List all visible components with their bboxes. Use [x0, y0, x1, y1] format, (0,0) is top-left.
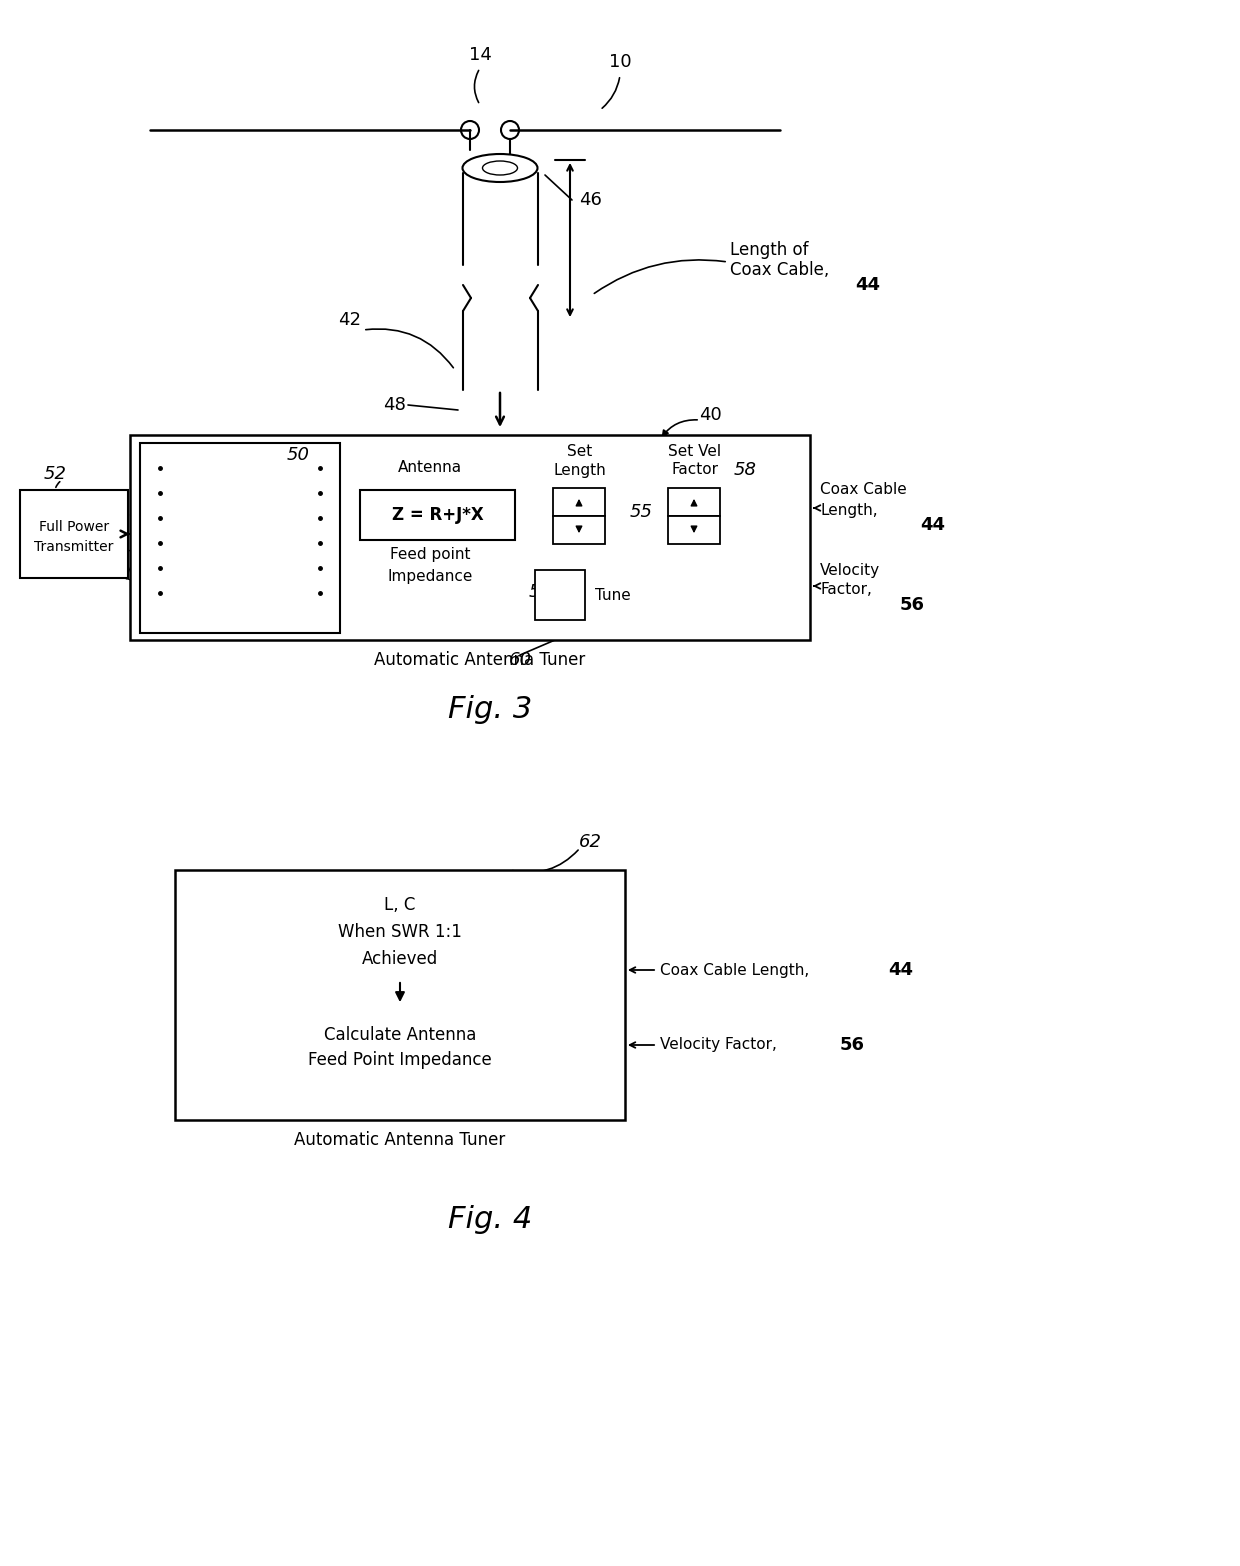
- Text: Velocity Factor,: Velocity Factor,: [660, 1038, 777, 1052]
- Text: Feed point: Feed point: [389, 548, 470, 562]
- FancyArrowPatch shape: [594, 260, 725, 293]
- Text: Coax Cable: Coax Cable: [820, 482, 906, 498]
- Text: Fig. 3: Fig. 3: [448, 695, 532, 725]
- FancyArrowPatch shape: [475, 70, 479, 103]
- Text: Fig. 4: Fig. 4: [448, 1206, 532, 1234]
- Text: Transmitter: Transmitter: [35, 540, 114, 554]
- Text: 54: 54: [528, 583, 552, 601]
- Text: Tune: Tune: [595, 587, 631, 603]
- Bar: [668, 489, 720, 517]
- Text: 48: 48: [383, 396, 407, 413]
- Bar: [140, 443, 340, 633]
- Bar: [553, 517, 605, 543]
- Text: 50: 50: [286, 446, 310, 464]
- Text: Factor: Factor: [672, 462, 718, 478]
- FancyArrowPatch shape: [603, 78, 620, 108]
- Text: Automatic Antenna Tuner: Automatic Antenna Tuner: [374, 651, 585, 669]
- Text: Length: Length: [553, 462, 606, 478]
- Bar: [534, 570, 585, 620]
- Bar: [175, 871, 625, 1120]
- Text: Z = R+J*X: Z = R+J*X: [392, 506, 484, 525]
- Text: 56: 56: [900, 597, 925, 614]
- Ellipse shape: [482, 161, 517, 175]
- Ellipse shape: [463, 153, 537, 182]
- Bar: [130, 435, 810, 640]
- Bar: [360, 490, 515, 540]
- Text: Set: Set: [568, 445, 593, 459]
- Text: 56: 56: [839, 1037, 866, 1054]
- Text: Impedance: Impedance: [387, 570, 472, 584]
- Text: 42: 42: [339, 312, 362, 329]
- Text: Calculate Antenna: Calculate Antenna: [324, 1026, 476, 1045]
- Text: 44: 44: [888, 962, 913, 979]
- Text: 52: 52: [43, 465, 67, 482]
- Text: Velocity: Velocity: [820, 562, 880, 578]
- FancyArrowPatch shape: [366, 329, 454, 368]
- Bar: [20, 490, 128, 578]
- Text: 46: 46: [579, 191, 601, 208]
- Text: 55: 55: [630, 503, 653, 521]
- Text: 10: 10: [609, 53, 631, 70]
- FancyArrowPatch shape: [56, 482, 60, 487]
- FancyArrowPatch shape: [512, 850, 578, 872]
- Text: Length,: Length,: [820, 503, 878, 517]
- Text: Coax Cable Length,: Coax Cable Length,: [660, 963, 810, 977]
- Text: 60: 60: [508, 651, 532, 669]
- Text: Antenna: Antenna: [398, 460, 463, 476]
- Text: 44: 44: [920, 517, 945, 534]
- Text: Full Power: Full Power: [38, 520, 109, 534]
- Text: Factor,: Factor,: [820, 583, 872, 598]
- Text: 62: 62: [579, 833, 601, 850]
- Text: Automatic Antenna Tuner: Automatic Antenna Tuner: [294, 1131, 506, 1149]
- FancyArrowPatch shape: [252, 462, 289, 473]
- Text: 44: 44: [856, 276, 880, 294]
- Text: 40: 40: [698, 406, 722, 424]
- Text: Coax Cable,: Coax Cable,: [730, 262, 830, 279]
- Text: Achieved: Achieved: [362, 951, 438, 968]
- Text: Length of: Length of: [730, 241, 808, 258]
- FancyArrowPatch shape: [511, 575, 527, 584]
- Text: 58: 58: [734, 460, 756, 479]
- Text: Set Vel: Set Vel: [668, 445, 722, 459]
- Text: Feed Point Impedance: Feed Point Impedance: [308, 1051, 492, 1070]
- Text: When SWR 1:1: When SWR 1:1: [339, 922, 463, 941]
- Bar: [668, 517, 720, 543]
- Text: 14: 14: [469, 45, 491, 64]
- Text: L, C: L, C: [384, 896, 415, 915]
- Bar: [553, 489, 605, 517]
- FancyArrowPatch shape: [662, 420, 697, 437]
